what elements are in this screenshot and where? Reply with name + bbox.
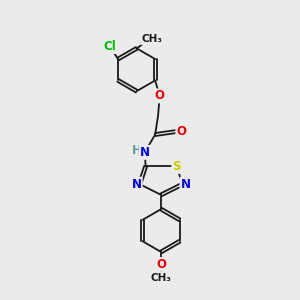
- Text: N: N: [181, 178, 190, 191]
- Text: O: O: [156, 258, 166, 271]
- Text: CH₃: CH₃: [151, 273, 172, 283]
- Text: Cl: Cl: [103, 40, 116, 53]
- Text: N: N: [132, 178, 142, 191]
- Text: H: H: [131, 144, 141, 158]
- Text: S: S: [172, 160, 181, 173]
- Text: N: N: [140, 146, 150, 159]
- Text: O: O: [176, 125, 186, 138]
- Text: O: O: [154, 89, 165, 102]
- Text: CH₃: CH₃: [142, 34, 163, 44]
